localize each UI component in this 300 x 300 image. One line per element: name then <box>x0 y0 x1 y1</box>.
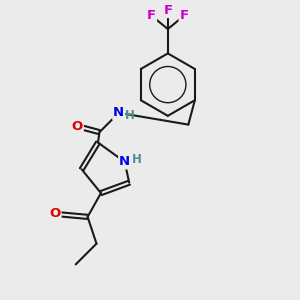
Text: F: F <box>147 9 156 22</box>
Text: O: O <box>72 120 83 133</box>
Text: F: F <box>163 4 172 17</box>
Text: H: H <box>132 153 142 166</box>
Text: F: F <box>180 9 189 22</box>
Text: H: H <box>125 109 135 122</box>
Text: N: N <box>119 155 130 168</box>
Text: N: N <box>113 106 124 119</box>
Text: O: O <box>49 207 61 220</box>
